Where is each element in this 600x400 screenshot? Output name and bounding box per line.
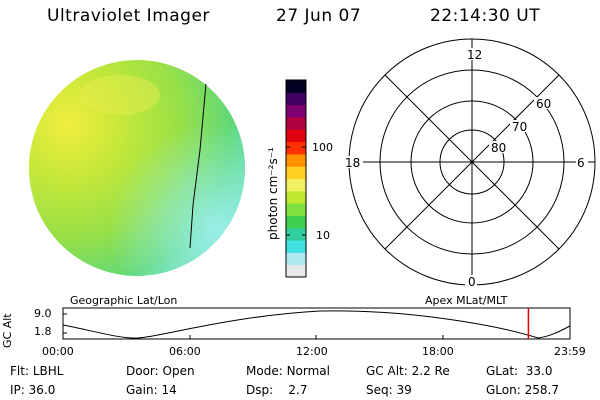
- altitude-timeline: [62, 307, 571, 340]
- colorbar-label-10: 10: [316, 229, 330, 242]
- date-label: 27 Jun 07: [276, 6, 362, 26]
- status-door: Door: Open: [126, 364, 195, 378]
- mlt-label-0: 0: [468, 275, 476, 289]
- colorbar-label-100: 100: [312, 141, 333, 154]
- colorbar-segment: [286, 215, 306, 229]
- status-gain: Gain: 14: [126, 383, 177, 397]
- status-glon: GLon: 258.7: [486, 383, 559, 397]
- colorbar-segment: [286, 92, 306, 106]
- colorbar-segment: [286, 203, 306, 216]
- instrument-title: Ultraviolet Imager: [47, 6, 210, 26]
- x-tick-2359: 23:59: [554, 345, 586, 358]
- status-ip: IP: 36.0: [10, 383, 56, 397]
- status-seq: Seq: 39: [366, 383, 412, 397]
- colorbar-segment: [286, 104, 306, 118]
- x-tick-0600: 06:00: [169, 345, 201, 358]
- time-label: 22:14:30 UT: [430, 6, 541, 26]
- colorbar-segment: [286, 80, 306, 93]
- colorbar-segment: [286, 178, 306, 192]
- y-tick-top: 9.0: [34, 307, 52, 320]
- mlt-label-12: 12: [467, 48, 482, 62]
- colorbar-segment: [286, 252, 306, 266]
- colorbar-segment: [286, 166, 306, 179]
- colorbar-segment: [286, 240, 306, 253]
- x-tick-1200: 12:00: [296, 345, 328, 358]
- terminator-line: [189, 83, 207, 249]
- colorbar-segment: [286, 129, 306, 143]
- timeline-axis-label: GC Alt: [1, 313, 14, 348]
- status-mode: Mode: Normal: [246, 364, 330, 378]
- lat-label-70: 70: [512, 120, 527, 134]
- timeline-left-title: Geographic Lat/Lon: [70, 294, 178, 307]
- mlt-label-6: 6: [577, 156, 585, 170]
- uv-image-disk: [29, 60, 245, 276]
- timeline-right-title: Apex MLat/MLT: [425, 294, 508, 307]
- status-dsp: Dsp: 2.7: [246, 383, 308, 397]
- colorbar: 100 10 photon cm⁻²s⁻¹: [266, 79, 333, 278]
- colorbar-segment: [286, 264, 306, 278]
- colorbar-segment: [286, 190, 306, 204]
- y-tick-bottom: 1.8: [34, 325, 52, 338]
- x-tick-0000: 00:00: [42, 345, 74, 358]
- mlt-label-18: 18: [345, 156, 360, 170]
- colorbar-segment: [286, 116, 306, 130]
- lat-label-60: 60: [536, 97, 551, 111]
- colorbar-segment: [286, 153, 306, 167]
- colorbar-segment: [286, 227, 306, 241]
- altitude-curve: [62, 310, 571, 339]
- colorbar-segment: [286, 141, 306, 155]
- lat-label-80: 80: [491, 141, 506, 155]
- status-glat: GLat: 33.0: [486, 364, 553, 378]
- polar-grid: [348, 38, 596, 286]
- status-flt: Flt: LBHL: [10, 364, 64, 378]
- x-tick-1800: 18:00: [422, 345, 454, 358]
- colorbar-unit-label: photon cm⁻²s⁻¹: [266, 147, 280, 240]
- status-gc-alt: GC Alt: 2.2 Re: [366, 364, 450, 378]
